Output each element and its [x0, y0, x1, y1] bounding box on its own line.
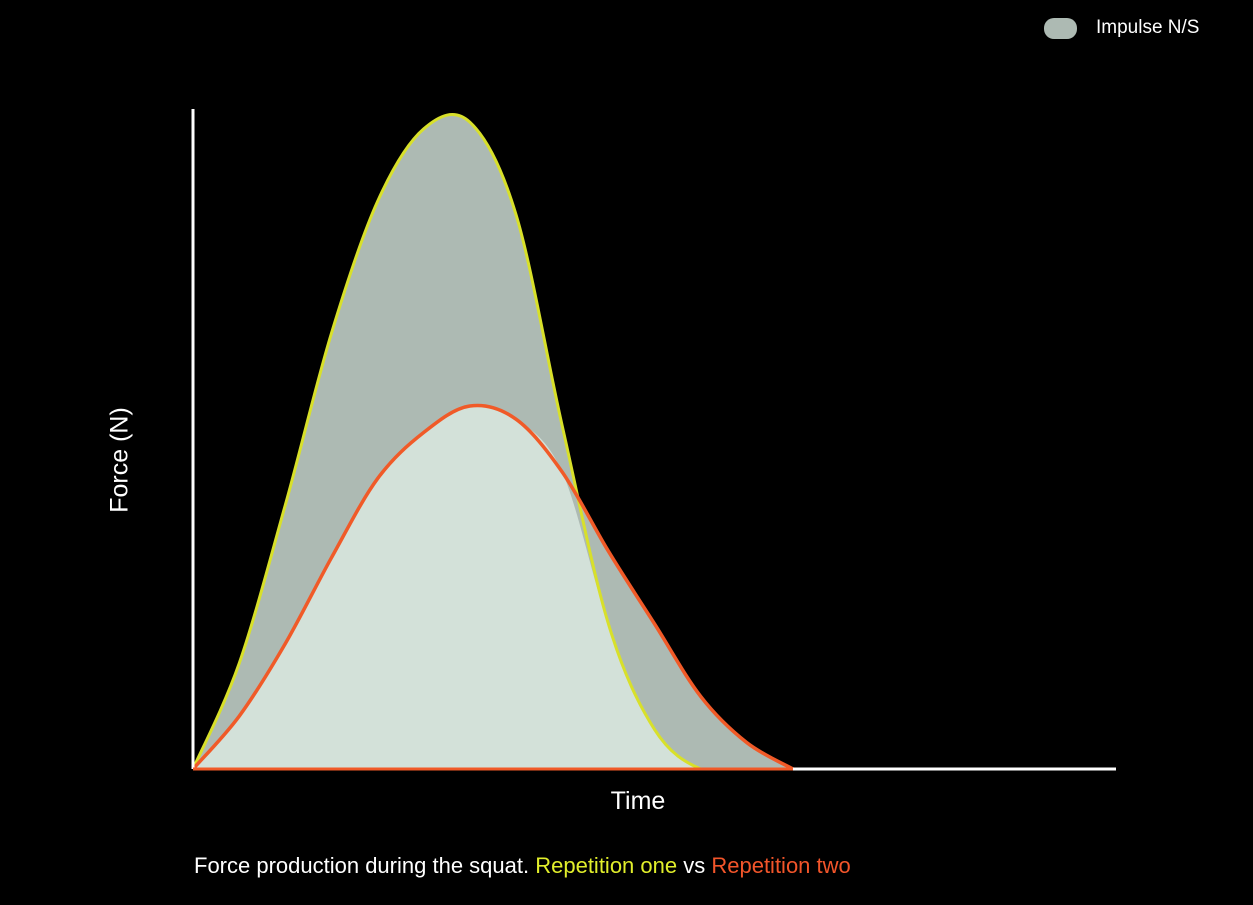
legend-label: Impulse N/S: [1096, 17, 1200, 38]
series-one-line: [191, 113, 793, 771]
caption-series-two: Repetition two: [711, 853, 851, 878]
caption-prefix: Force production during the squat.: [194, 853, 536, 878]
legend: Impulse N/S: [1044, 17, 1199, 39]
caption: Force production during the squat. Repet…: [194, 853, 851, 879]
legend-swatch: [1044, 17, 1077, 39]
y-axis-label: Force (N): [105, 407, 134, 513]
x-axis-label: Time: [610, 787, 666, 815]
series-two-line: [191, 403, 794, 771]
caption-separator: vs: [677, 853, 712, 878]
overlap-area: [193, 405, 793, 769]
caption-series-one: Repetition one: [535, 853, 678, 878]
